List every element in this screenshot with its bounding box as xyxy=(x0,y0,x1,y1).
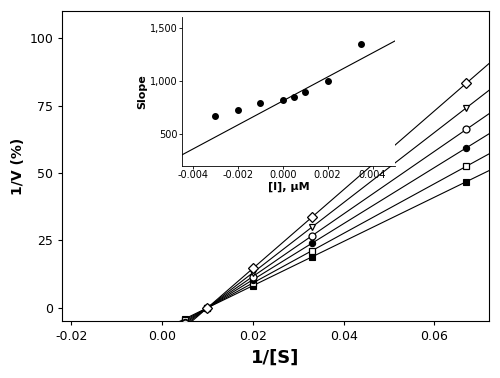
X-axis label: 1/[S]: 1/[S] xyxy=(252,349,300,367)
Y-axis label: 1/V (%): 1/V (%) xyxy=(11,138,25,195)
